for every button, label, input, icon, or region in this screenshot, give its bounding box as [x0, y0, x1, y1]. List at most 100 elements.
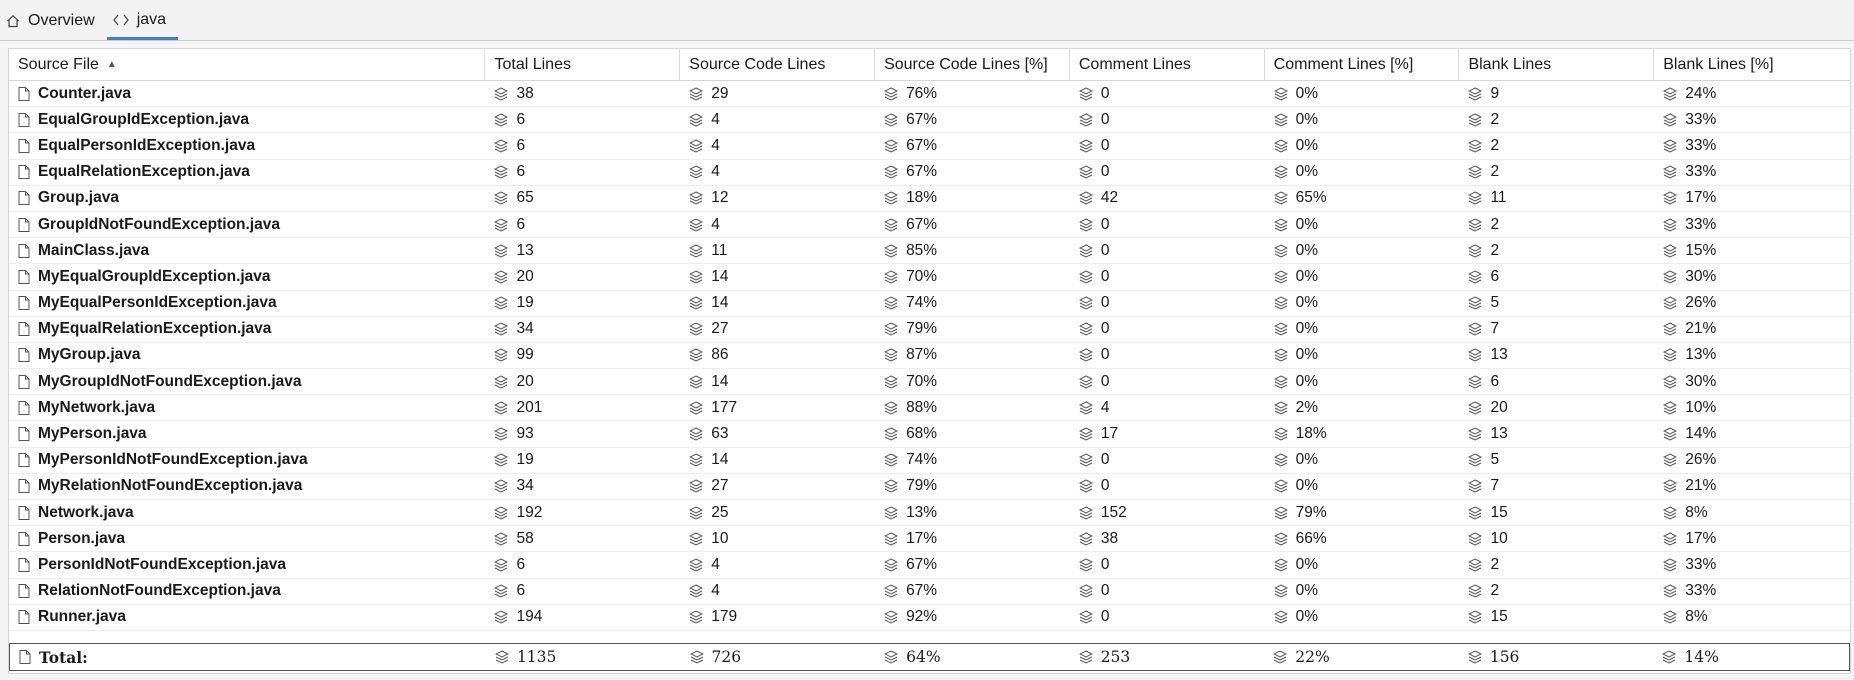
table-row[interactable]: PersonIdNotFoundException.java 6 4 67% 0… — [9, 552, 1850, 579]
layers-icon — [494, 506, 509, 520]
blank-lines-pct-cell: 33% — [1654, 133, 1850, 158]
layers-icon — [884, 479, 899, 493]
column-header-total-lines[interactable]: Total Lines — [485, 49, 681, 80]
layers-icon — [1468, 453, 1483, 467]
column-header-comment-lines[interactable]: Comment Lines — [1070, 49, 1265, 80]
source-file-cell: MyGroup.java — [9, 343, 485, 368]
comment-lines-pct-cell: 0% — [1265, 160, 1460, 185]
source-code-lines-cell: 177 — [680, 395, 875, 420]
layers-icon — [494, 479, 509, 493]
blank-lines-cell: 13 — [1459, 421, 1654, 446]
layers-icon — [884, 244, 899, 258]
layers-icon — [1078, 244, 1093, 258]
layers-icon — [1273, 113, 1288, 127]
layers-icon — [494, 401, 509, 415]
comment-lines-cell: 38 — [1070, 526, 1265, 551]
table-row[interactable]: EqualRelationException.java 6 4 67% 0 0%… — [9, 160, 1850, 186]
layers-icon — [1273, 270, 1288, 284]
table-row[interactable]: EqualGroupIdException.java 6 4 67% 0 0% … — [9, 107, 1850, 134]
layers-icon — [689, 650, 704, 664]
comment-lines-cell: 4 — [1070, 395, 1265, 420]
layers-icon — [1663, 165, 1678, 179]
layers-icon — [1663, 139, 1678, 153]
layers-icon — [494, 558, 509, 572]
column-header-blank-lines-pct[interactable]: Blank Lines [%] — [1663, 55, 1774, 73]
comment-lines-pct-cell: 0% — [1265, 238, 1460, 263]
comment-lines-cell: 253 — [1070, 644, 1265, 670]
blank-lines-pct-cell: 21% — [1654, 474, 1850, 499]
source-file-cell: MyEqualGroupIdException.java — [9, 264, 485, 289]
layers-icon — [1663, 506, 1678, 520]
table-row[interactable]: Network.java 192 25 13% 152 79% 15 8% — [9, 500, 1850, 527]
source-code-lines-cell: 14 — [680, 448, 875, 473]
table-row[interactable]: Person.java 58 10 17% 38 66% 10 17% — [9, 526, 1850, 553]
table-row[interactable]: EqualPersonIdException.java 6 4 67% 0 0%… — [9, 133, 1850, 160]
table-row[interactable]: MyNetwork.java 201 177 88% 4 2% 20 10% — [9, 395, 1850, 422]
table-row[interactable]: MyGroup.java 99 86 87% 0 0% 13 13% — [9, 343, 1850, 370]
table-row[interactable]: RelationNotFoundException.java 6 4 67% 0… — [9, 579, 1850, 605]
source-code-lines-pct-cell: 85% — [875, 238, 1070, 263]
layers-icon — [494, 375, 509, 389]
column-header-source-code-lines-pct[interactable]: Source Code Lines [%] — [875, 49, 1070, 80]
total-lines-cell: 6 — [485, 579, 680, 604]
file-icon — [18, 610, 30, 625]
table-row[interactable]: MyPerson.java 93 63 68% 17 18% 13 14% — [9, 421, 1850, 448]
file-icon — [18, 531, 30, 546]
tab-overview[interactable]: Overview — [0, 2, 107, 40]
total-lines-cell: 6 — [485, 107, 680, 132]
layers-icon — [1468, 244, 1483, 258]
source-file-cell: Group.java — [9, 186, 485, 211]
blank-lines-cell: 15 — [1459, 605, 1654, 630]
blank-lines-cell: 7 — [1459, 474, 1654, 499]
table-row[interactable]: MyGroupIdNotFoundException.java 20 14 70… — [9, 369, 1850, 396]
total-lines-cell: 93 — [485, 421, 680, 446]
layers-icon — [1273, 244, 1288, 258]
table-row[interactable]: Group.java 65 12 18% 42 65% 11 17% — [9, 186, 1850, 212]
layers-icon — [689, 191, 704, 205]
layers-icon — [884, 217, 899, 232]
layers-icon — [689, 610, 704, 624]
layers-icon — [1273, 479, 1288, 493]
layers-icon — [1663, 401, 1678, 415]
table-row[interactable]: GroupIdNotFoundException.java 6 4 67% 0 … — [9, 212, 1850, 239]
layers-icon — [1273, 322, 1288, 336]
layers-icon — [1468, 375, 1483, 389]
layers-icon — [1468, 296, 1483, 310]
source-file-cell: Runner.java — [9, 605, 485, 630]
column-header-source-code-lines[interactable]: Source Code Lines — [680, 49, 876, 80]
table-row[interactable]: MyEqualPersonIdException.java 19 14 74% … — [9, 291, 1850, 317]
layers-icon — [1468, 532, 1483, 546]
source-code-lines-pct-cell: 70% — [875, 264, 1070, 289]
table-row[interactable]: Runner.java 194 179 92% 0 0% 15 8% — [9, 605, 1850, 631]
table-row[interactable]: Counter.java 38 29 76% 0 0% 9 24% — [9, 81, 1850, 108]
total-lines-cell: 19 — [485, 291, 680, 316]
layers-icon — [1078, 348, 1093, 363]
layers-icon — [494, 244, 509, 258]
layers-icon — [884, 375, 899, 389]
tab-java[interactable]: java — [106, 2, 179, 40]
layers-icon — [884, 139, 899, 153]
column-header-comment-lines-pct[interactable]: Comment Lines [%] — [1265, 49, 1460, 80]
blank-lines-pct-cell: 26% — [1654, 291, 1850, 316]
total-row: Total: 1135 726 64% 253 22% 156 14% — [9, 643, 1850, 671]
table-row[interactable]: MyPersonIdNotFoundException.java 19 14 7… — [9, 448, 1850, 474]
column-header-source-file[interactable]: Source File ▲ — [9, 49, 486, 80]
source-code-lines-pct-cell: 70% — [875, 369, 1070, 394]
layers-icon — [1078, 191, 1093, 205]
comment-lines-cell: 42 — [1070, 186, 1265, 211]
table-row[interactable]: MainClass.java 13 11 85% 0 0% 2 15% — [9, 238, 1850, 265]
column-header-blank-lines[interactable]: Blank Lines — [1459, 49, 1655, 80]
layers-icon — [1273, 532, 1288, 546]
table-row[interactable]: MyEqualGroupIdException.java 20 14 70% 0… — [9, 264, 1850, 291]
layers-icon — [1273, 401, 1288, 415]
total-lines-cell: 6 — [485, 133, 680, 158]
layers-icon — [1078, 479, 1093, 493]
file-icon — [18, 138, 30, 153]
source-code-lines-cell: 14 — [680, 369, 875, 394]
table-row[interactable]: MyEqualRelationException.java 34 27 79% … — [9, 317, 1850, 343]
layers-icon — [1663, 87, 1678, 101]
blank-lines-pct-cell: 13% — [1654, 343, 1850, 368]
layers-icon — [1468, 270, 1483, 284]
file-icon — [18, 165, 30, 180]
table-row[interactable]: MyRelationNotFoundException.java 34 27 7… — [9, 474, 1850, 500]
